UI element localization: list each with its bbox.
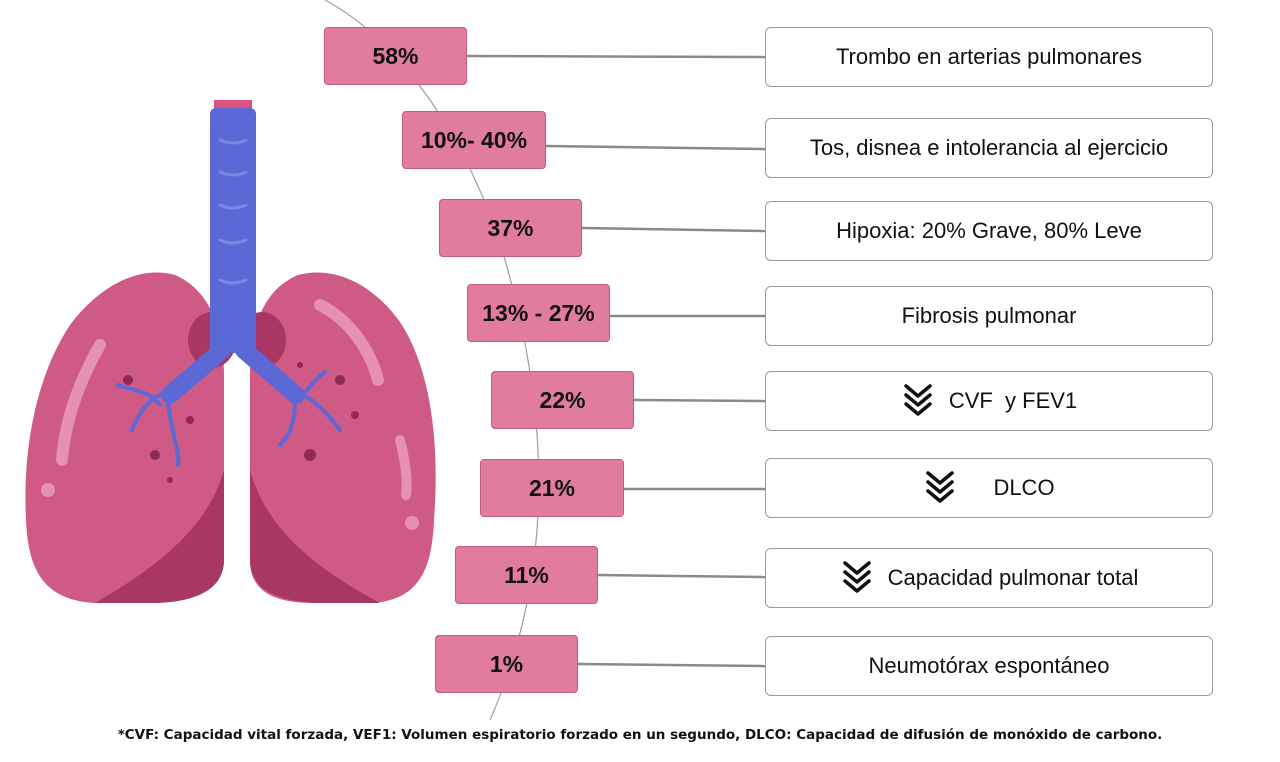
pct-badge: 37% [439, 199, 582, 257]
finding-label: Neumotórax espontáneo [868, 653, 1110, 678]
finding-label: Hipoxia: 20% Grave, 80% Leve [836, 218, 1142, 243]
finding-label: CVF y FEV1 [948, 388, 1078, 413]
double-chevron-down-icon [904, 384, 932, 416]
lungs-illustration [25, 100, 436, 603]
finding-box: Capacidad pulmonar total [765, 548, 1213, 608]
double-chevron-down-icon [842, 561, 871, 593]
finding-label: Fibrosis pulmonar [901, 303, 1077, 328]
footnote: *CVF: Capacidad vital forzada, VEF1: Vol… [117, 727, 1163, 743]
finding-label: Trombo en arterias pulmonares [835, 44, 1143, 69]
connector-line [577, 662, 766, 668]
bronchi [116, 341, 342, 467]
trachea [210, 108, 256, 353]
connector-lines [466, 54, 766, 668]
double-chevron-down-icon [926, 471, 955, 503]
pct-badge: 21% [480, 459, 624, 517]
connector-line [581, 226, 766, 233]
finding-label: DLCO [993, 475, 1055, 500]
connector-line [466, 54, 766, 59]
finding-box: Fibrosis pulmonar [765, 286, 1213, 346]
pct-badge: 10%- 40% [402, 111, 546, 169]
left-lung-shadow [95, 470, 224, 603]
right-lung-dot [405, 516, 419, 530]
finding-box: Tos, disnea e intolerancia al ejercicio [765, 118, 1213, 178]
pct-badge: 1% [435, 635, 578, 693]
left-lung-dot [41, 483, 55, 497]
right-lung [250, 272, 436, 603]
left-lung [25, 272, 224, 603]
finding-box: Neumotórax espontáneo [765, 636, 1213, 696]
connector-line [633, 398, 766, 403]
connector-line [545, 144, 766, 151]
right-lung-highlight-2 [395, 435, 412, 500]
finding-box: DLCO [765, 458, 1213, 518]
right-lung-shadow [250, 470, 380, 603]
finding-box: Trombo en arterias pulmonares [765, 27, 1213, 87]
left-lung-highlight [56, 339, 106, 466]
pct-badge: 58% [324, 27, 467, 85]
finding-box: Hipoxia: 20% Grave, 80% Leve [765, 201, 1213, 261]
connector-line [597, 573, 766, 579]
pct-badge: 22% [491, 371, 634, 429]
pct-badge: 13% - 27% [467, 284, 610, 342]
finding-box: CVF y FEV1 [765, 371, 1213, 431]
pct-badge: 11% [455, 546, 598, 604]
finding-label: Tos, disnea e intolerancia al ejercicio [809, 135, 1169, 160]
finding-label: Capacidad pulmonar total [887, 565, 1139, 590]
right-lung-highlight [314, 299, 384, 386]
